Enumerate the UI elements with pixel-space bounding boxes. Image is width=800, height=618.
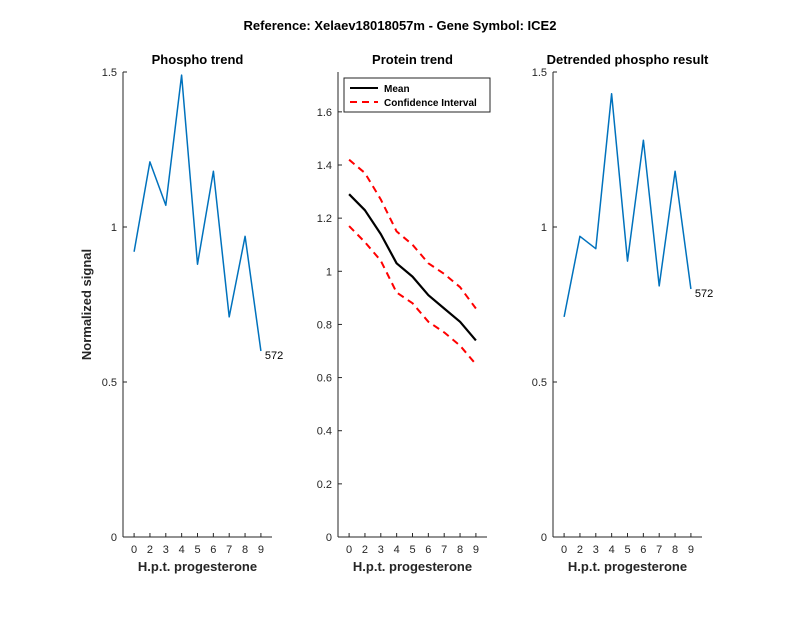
x-tick-label: 4 [609,544,615,556]
x-tick-label: 7 [226,544,232,556]
x-tick-label: 0 [346,544,352,556]
x-tick-label: 9 [473,544,479,556]
y-tick-label: 1.4 [317,160,332,172]
series-line-2 [348,158,477,310]
y-tick-label: 1.5 [532,67,547,79]
x-tick-label: 2 [147,544,153,556]
x-tick-label: 9 [258,544,264,556]
x-tick-label: 6 [640,544,646,556]
legend-entry-label: Mean [384,84,410,95]
panel-title: Detrended phospho result [547,52,709,67]
y-tick-label: 0.4 [317,426,332,438]
y-tick-label: 0.5 [532,377,547,389]
x-tick-label: 8 [672,544,678,556]
y-tick-label: 0.8 [317,319,332,331]
y-tick-label: 1 [326,266,332,278]
x-tick-label: 7 [441,544,447,556]
figure-title: Reference: Xelaev18018057m - Gene Symbol… [244,18,557,33]
x-tick-label: 6 [210,544,216,556]
series-line-1 [348,193,477,342]
x-tick-label: 2 [577,544,583,556]
x-tick-label: 8 [457,544,463,556]
x-tick-label: 5 [194,544,200,556]
series-end-label: 572 [695,288,713,300]
y-tick-label: 1 [111,222,117,234]
x-tick-label: 0 [561,544,567,556]
x-tick-label: 5 [409,544,415,556]
x-axis-label: H.p.t. progesterone [568,559,687,574]
y-tick-label: 1.5 [102,67,117,79]
x-tick-label: 3 [163,544,169,556]
y-tick-label: 1 [541,222,547,234]
panel-title: Protein trend [372,52,453,67]
x-tick-label: 3 [593,544,599,556]
y-tick-label: 1.2 [317,213,332,225]
series-end-label: 572 [265,350,283,362]
legend-entry-label: Confidence Interval [384,98,477,109]
y-tick-label: 0.5 [102,377,117,389]
panel-2: 00.20.40.60.811.21.41.60 2 3 4 5 6 7 8 9Protein … [317,52,491,574]
x-tick-label: 6 [425,544,431,556]
x-tick-label: 4 [394,544,400,556]
y-tick-label: 0.6 [317,373,332,385]
y-tick-label: 0 [541,532,547,544]
x-tick-label: 8 [242,544,248,556]
series-line-3 [348,225,477,365]
x-tick-label: 4 [179,544,185,556]
series-line-1 [133,74,262,352]
x-tick-label: 3 [378,544,384,556]
y-tick-label: 0.2 [317,479,332,491]
series-line-1 [563,92,692,318]
y-tick-label: 1.6 [317,107,332,119]
y-tick-label: 0 [326,532,332,544]
y-tick-label: 0 [111,532,117,544]
panel-title: Phospho trend [152,52,244,67]
x-axis-label: H.p.t. progesterone [138,559,257,574]
x-tick-label: 7 [656,544,662,556]
x-tick-label: 9 [688,544,694,556]
y-axis-label: Normalized signal [79,249,94,360]
x-tick-label: 5 [624,544,630,556]
legend-box [343,77,491,113]
x-tick-label: 2 [362,544,368,556]
x-axis-label: H.p.t. progesterone [353,559,472,574]
x-tick-label: 0 [131,544,137,556]
